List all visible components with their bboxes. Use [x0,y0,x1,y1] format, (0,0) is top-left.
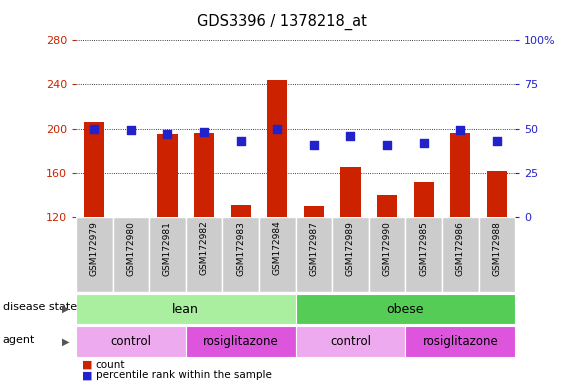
Bar [222,217,259,292]
Point [456,127,465,134]
Point [236,138,245,144]
Point [310,141,319,147]
Text: control: control [330,335,371,348]
Bar [377,195,397,217]
Point [126,127,136,134]
Text: GSM172988: GSM172988 [493,221,501,276]
Bar [479,217,515,292]
Bar [296,294,515,324]
Point [200,129,209,135]
Bar [113,217,149,292]
Text: GSM172985: GSM172985 [419,221,428,276]
Text: GSM172990: GSM172990 [383,221,391,276]
Text: rosiglitazone: rosiglitazone [422,335,498,348]
Bar [450,133,470,217]
Bar [332,217,369,292]
Bar [84,122,104,217]
Text: GSM172981: GSM172981 [163,221,172,276]
Text: ▶: ▶ [62,304,70,314]
Text: GDS3396 / 1378218_at: GDS3396 / 1378218_at [196,13,367,30]
Bar [487,170,507,217]
Text: control: control [110,335,151,348]
Bar [194,133,214,217]
Text: ■: ■ [82,370,92,380]
Bar [267,80,287,217]
Text: GSM172984: GSM172984 [273,221,282,275]
Bar [369,217,405,292]
Text: count: count [96,360,125,370]
Bar [76,326,186,357]
Point [163,131,172,137]
Bar [76,217,113,292]
Text: GSM172989: GSM172989 [346,221,355,276]
Text: rosiglitazone: rosiglitazone [203,335,279,348]
Bar [259,217,296,292]
Bar [76,294,296,324]
Point [346,132,355,139]
Bar [405,217,442,292]
Bar [442,217,479,292]
Text: GSM172983: GSM172983 [236,221,245,276]
Text: GSM172980: GSM172980 [127,221,135,276]
Bar [304,206,324,217]
Bar [186,326,296,357]
Bar [149,217,186,292]
Text: lean: lean [172,303,199,316]
Text: ▶: ▶ [62,337,70,347]
Text: GSM172987: GSM172987 [310,221,318,276]
Bar [158,134,177,217]
Point [419,140,428,146]
Bar [405,326,515,357]
Text: obese: obese [387,303,424,316]
Text: GSM172979: GSM172979 [90,221,99,276]
Text: percentile rank within the sample: percentile rank within the sample [96,370,271,380]
Text: agent: agent [3,335,35,345]
Point [90,126,99,132]
Text: GSM172986: GSM172986 [456,221,464,276]
Bar [296,217,332,292]
Text: ■: ■ [82,360,92,370]
Bar [186,217,222,292]
Point [273,126,282,132]
Text: GSM172982: GSM172982 [200,221,208,275]
Text: disease state: disease state [3,302,77,312]
Bar [231,205,251,217]
Point [492,138,501,144]
Bar [414,182,434,217]
Bar [341,167,360,217]
Point [383,141,392,147]
Bar [296,326,405,357]
